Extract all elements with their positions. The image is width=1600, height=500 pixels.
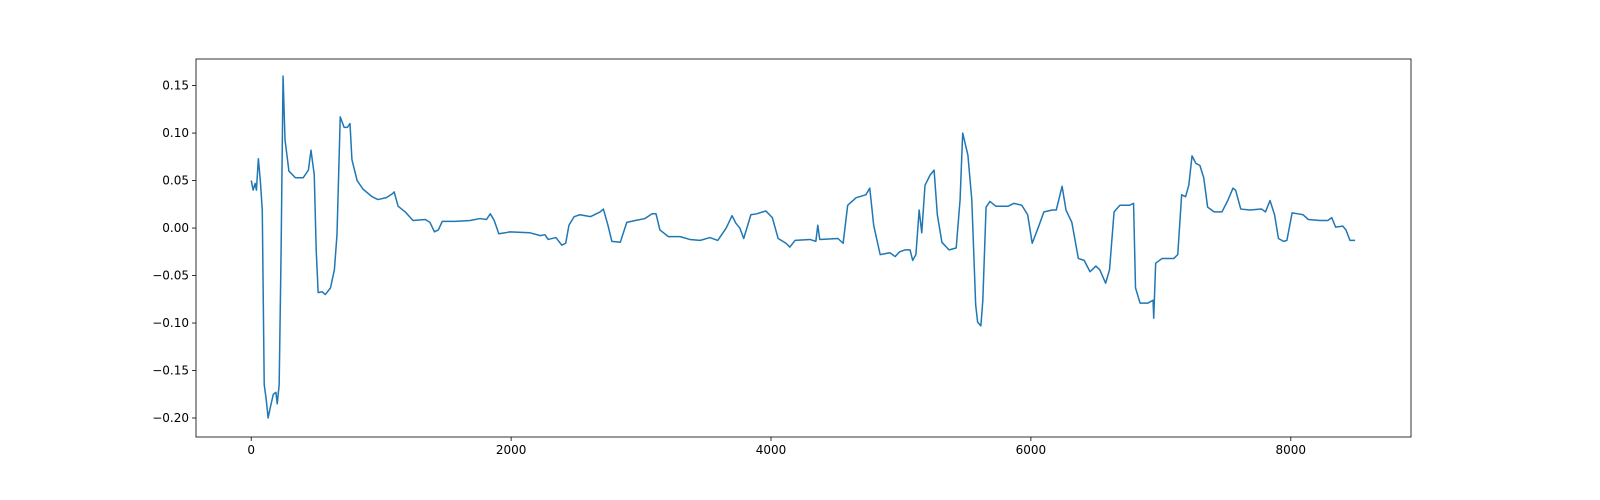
y-tick-label: −0.10	[152, 316, 189, 330]
y-tick-label: −0.15	[152, 364, 189, 378]
x-tick-label: 0	[247, 443, 255, 457]
y-tick-label: 0.10	[162, 126, 189, 140]
y-tick-label: −0.05	[152, 269, 189, 283]
plot-frame	[195, 58, 1412, 438]
y-tick-label: 0.05	[162, 174, 189, 188]
x-tick-label: 2000	[496, 443, 527, 457]
x-tick-label: 4000	[756, 443, 787, 457]
y-tick-label: −0.20	[152, 411, 189, 425]
x-tick-label: 6000	[1016, 443, 1047, 457]
data-line	[250, 75, 1356, 419]
x-tick-label: 8000	[1276, 443, 1307, 457]
y-tick-label: 0.15	[162, 79, 189, 93]
y-tick-label: 0.00	[162, 221, 189, 235]
